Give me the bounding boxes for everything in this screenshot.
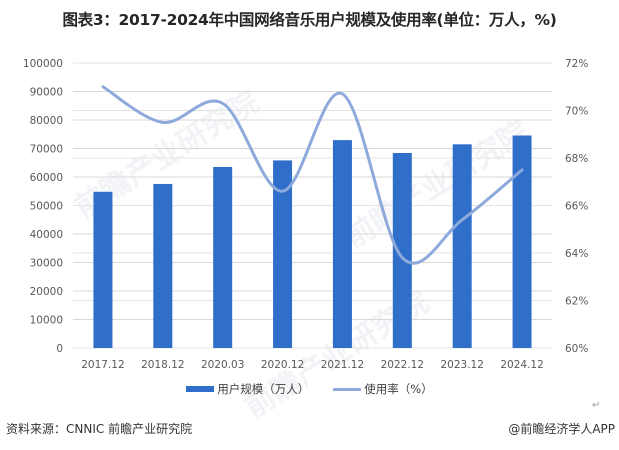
line-series	[101, 85, 524, 265]
x-tick: 2020.12	[261, 359, 304, 371]
bar	[153, 183, 173, 348]
left-axis: 0 10000 20000 30000 40000 50000 60000 70000 8000…	[23, 58, 63, 355]
y-right-tick: 66%	[565, 201, 588, 213]
x-tick: 2024.12	[500, 359, 543, 371]
x-tick: 2022.12	[381, 359, 424, 371]
y-right-tick: 60%	[565, 343, 588, 355]
y-right-tick: 68%	[565, 153, 588, 165]
y-left-tick: 30000	[30, 258, 63, 270]
line-swatch-icon	[333, 387, 362, 391]
bar	[512, 135, 532, 348]
bar	[273, 160, 293, 348]
y-left-tick: 40000	[30, 229, 63, 241]
y-left-tick: 100000	[23, 58, 63, 70]
legend-item-users: 用户规模（万人）	[186, 381, 309, 397]
credit-note: @前瞻经济学人APP	[508, 422, 615, 436]
x-tick: 2020.03	[201, 359, 244, 371]
bar	[93, 191, 113, 348]
x-tick: 2021.12	[321, 359, 364, 371]
bar	[452, 144, 472, 348]
x-tick: 2017.12	[81, 359, 124, 371]
legend-label-users: 用户规模（万人）	[217, 382, 310, 396]
y-left-tick: 70000	[30, 144, 63, 156]
y-left-tick: 0	[56, 343, 63, 355]
legend: 用户规模（万人） 使用率（%）	[0, 381, 619, 397]
gridlines	[73, 62, 552, 349]
y-left-tick: 50000	[30, 201, 63, 213]
chart-title: 图表3：2017-2024年中国网络音乐用户规模及使用率(单位：万人，%)	[62, 11, 557, 29]
y-right-tick: 72%	[565, 58, 588, 70]
bar-series	[93, 135, 532, 348]
x-tick: 2023.12	[440, 359, 483, 371]
bar	[392, 153, 412, 348]
y-right-tick: 64%	[565, 248, 588, 260]
y-left-tick: 60000	[30, 172, 63, 184]
bar	[332, 140, 352, 348]
return-mark-icon: ↵	[592, 400, 601, 411]
legend-item-rate: 使用率（%）	[333, 381, 433, 397]
source-note: 资料来源：CNNIC 前瞻产业研究院	[6, 422, 193, 436]
y-left-tick: 20000	[30, 286, 63, 298]
bar	[213, 166, 233, 348]
footer: 资料来源：CNNIC 前瞻产业研究院 @前瞻经济学人APP	[6, 420, 615, 437]
y-left-tick: 80000	[30, 115, 63, 127]
y-right-tick: 70%	[565, 106, 588, 118]
right-axis: 60% 62% 64% 66% 68% 70% 72%	[565, 58, 588, 355]
legend-label-rate: 使用率（%）	[364, 382, 433, 396]
y-left-tick: 10000	[30, 315, 63, 327]
y-left-tick: 90000	[30, 87, 63, 99]
y-right-tick: 62%	[565, 296, 588, 308]
x-axis: 2017.12 2018.12 2020.03 2020.12 2021.12 2022.…	[81, 359, 544, 371]
bar-swatch-icon	[186, 386, 215, 392]
x-tick: 2018.12	[141, 359, 184, 371]
